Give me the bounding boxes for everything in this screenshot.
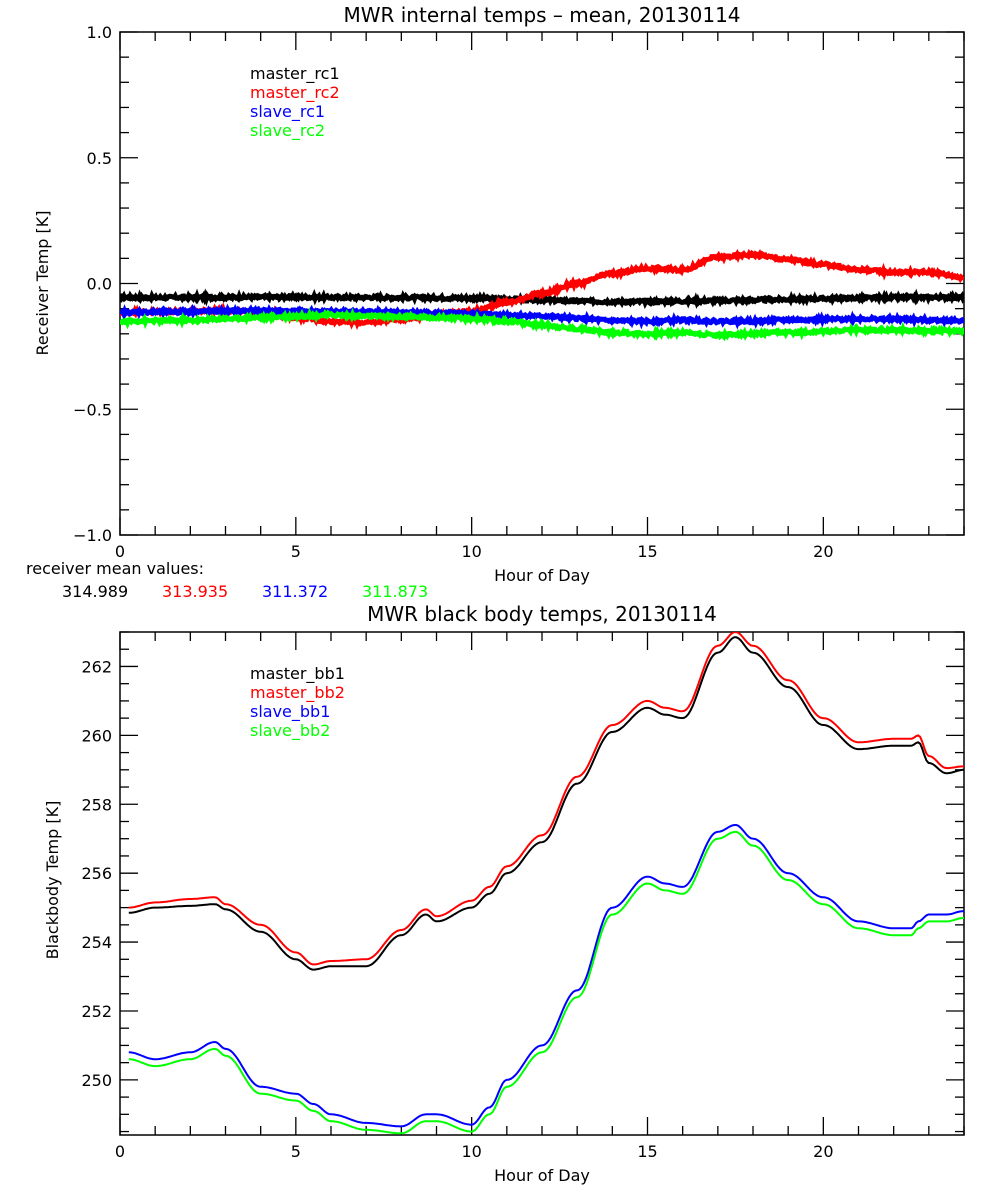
legend-slave_bb1: slave_bb1: [250, 702, 330, 722]
bottom-ylabel: Blackbody Temp [K]: [43, 801, 62, 960]
y-tick-label: 260: [81, 726, 112, 745]
x-tick-label: 15: [637, 1142, 657, 1161]
series-master_bb2: [128, 632, 964, 966]
x-tick-label: 20: [813, 542, 833, 561]
y-tick-label: −0.5: [73, 400, 112, 419]
series-slave_rc1: [120, 303, 964, 330]
y-tick-label: 258: [81, 795, 112, 814]
receiver-temp-plot: MWR internal temps – mean, 20130114 0 5 10…: [26, 3, 965, 601]
top-series-group: [120, 248, 964, 342]
y-tick-label: 252: [81, 1002, 112, 1021]
y-tick-label: 262: [81, 657, 112, 676]
y-tick-label: 254: [81, 933, 112, 952]
x-tick-label: 10: [461, 1142, 481, 1161]
legend-master_rc2: master_rc2: [250, 83, 340, 103]
receiver-mean-value: 311.372: [262, 582, 328, 601]
receiver-mean-label: receiver mean values:: [26, 559, 204, 578]
legend-slave_bb2: slave_bb2: [250, 721, 330, 741]
top-ylabel: Receiver Temp [K]: [33, 210, 52, 355]
legend-slave_rc1: slave_rc1: [250, 102, 325, 122]
top-chart-title: MWR internal temps – mean, 20130114: [343, 3, 740, 27]
top-axis-ticks: 0 5 10 15 20 −1.0 −0.5 0.0 0.5 1.0: [73, 23, 965, 561]
blackbody-temp-plot: MWR black body temps, 20130114 0 5 10 15 20 2…: [43, 602, 965, 1185]
receiver-mean-value: 314.989: [62, 582, 128, 601]
series-slave_rc2: [120, 307, 964, 342]
x-tick-label: 10: [461, 542, 481, 561]
x-tick-label: 5: [291, 1142, 301, 1161]
y-tick-label: 250: [81, 1071, 112, 1090]
y-tick-label: 1.0: [87, 23, 112, 42]
x-tick-label: 0: [115, 1142, 125, 1161]
legend-master_bb1: master_bb1: [250, 664, 345, 684]
bottom-chart-title: MWR black body temps, 20130114: [367, 602, 717, 626]
x-tick-label: 5: [291, 542, 301, 561]
legend-master_bb2: master_bb2: [250, 683, 345, 703]
x-tick-label: 20: [813, 1142, 833, 1161]
x-tick-label: 15: [637, 542, 657, 561]
y-tick-label: 0.5: [87, 149, 112, 168]
legend-slave_rc2: slave_rc2: [250, 121, 325, 141]
receiver-mean-values: 314.989 313.935 311.372 311.873: [62, 582, 428, 601]
y-tick-label: 0.0: [87, 275, 112, 294]
y-tick-label: −1.0: [73, 526, 112, 545]
x-tick-label: 0: [115, 542, 125, 561]
receiver-mean-value: 313.935: [162, 582, 228, 601]
series-slave_bb2: [128, 830, 964, 1135]
top-xlabel: Hour of Day: [494, 566, 590, 585]
bottom-plot-frame: [119, 631, 965, 1136]
bottom-xlabel: Hour of Day: [494, 1166, 590, 1185]
top-plot-frame: [119, 31, 965, 536]
series-slave_bb1: [128, 824, 964, 1128]
series-master_rc1: [120, 288, 964, 310]
bottom-axis-ticks: 0 5 10 15 20 250 252 254 256 258 260 262: [81, 631, 965, 1161]
bottom-series-group: [128, 632, 964, 1135]
series-master_bb1: [128, 636, 964, 971]
legend-master_rc1: master_rc1: [250, 64, 340, 84]
y-tick-label: 256: [81, 864, 112, 883]
receiver-mean-value: 311.873: [362, 582, 428, 601]
